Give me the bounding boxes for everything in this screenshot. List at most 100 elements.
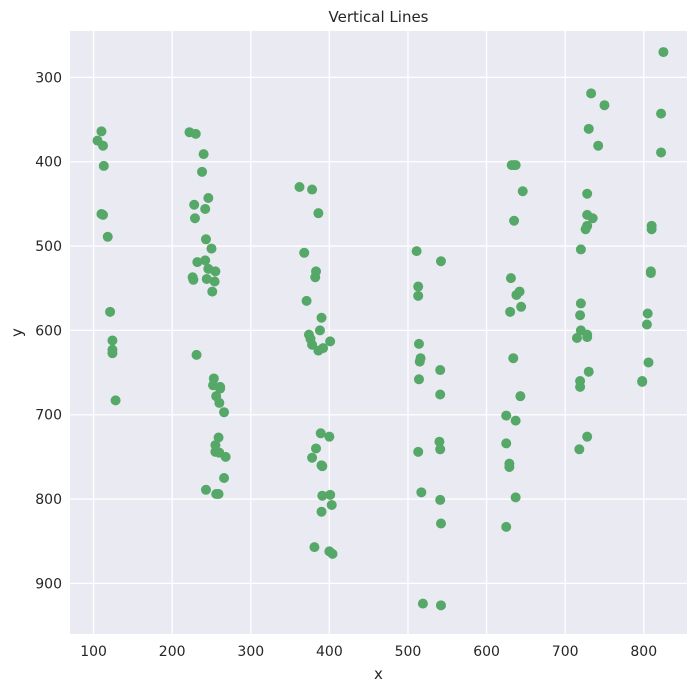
y-tick-labels: 300 400 500 600 700 800 900 bbox=[35, 70, 62, 592]
data-point bbox=[220, 451, 231, 462]
y-tick-label: 800 bbox=[35, 492, 62, 508]
data-point bbox=[510, 492, 521, 503]
data-point bbox=[575, 310, 586, 321]
data-point bbox=[324, 431, 335, 442]
y-tick-label: 400 bbox=[35, 155, 62, 171]
data-point bbox=[214, 397, 225, 408]
data-point bbox=[434, 436, 445, 447]
data-point bbox=[110, 395, 121, 406]
data-point bbox=[215, 383, 226, 394]
data-point bbox=[210, 266, 221, 277]
data-point bbox=[575, 244, 586, 255]
data-point bbox=[517, 186, 528, 197]
data-point bbox=[641, 319, 652, 330]
data-point bbox=[509, 215, 520, 226]
data-point bbox=[191, 349, 202, 360]
data-point bbox=[435, 444, 446, 455]
data-point bbox=[316, 312, 327, 323]
data-point bbox=[643, 357, 654, 368]
plot-area bbox=[70, 31, 687, 634]
data-point bbox=[658, 47, 669, 58]
data-point bbox=[294, 182, 305, 193]
data-point bbox=[435, 256, 446, 267]
data-point bbox=[213, 432, 224, 443]
x-tick-label: 100 bbox=[80, 644, 107, 660]
data-point bbox=[200, 484, 211, 495]
data-point bbox=[200, 255, 211, 266]
data-point bbox=[413, 446, 424, 457]
data-point bbox=[416, 487, 427, 498]
data-point bbox=[190, 128, 201, 139]
data-point bbox=[102, 231, 113, 242]
data-point bbox=[575, 298, 586, 309]
data-point bbox=[98, 209, 109, 220]
data-point bbox=[105, 306, 116, 317]
data-point bbox=[413, 281, 424, 292]
data-point bbox=[413, 290, 424, 301]
data-point bbox=[96, 126, 107, 137]
data-point bbox=[582, 332, 593, 343]
x-tick-label: 800 bbox=[630, 644, 657, 660]
data-point bbox=[315, 428, 326, 439]
data-point bbox=[200, 203, 211, 214]
data-point bbox=[213, 489, 224, 500]
grid bbox=[70, 31, 687, 634]
data-point bbox=[435, 518, 446, 529]
data-point bbox=[646, 224, 657, 235]
data-point bbox=[299, 247, 310, 258]
data-point bbox=[201, 273, 212, 284]
data-point bbox=[593, 140, 604, 151]
data-point bbox=[582, 188, 593, 199]
data-point bbox=[307, 184, 318, 195]
x-tick-label: 300 bbox=[237, 644, 264, 660]
data-point bbox=[571, 332, 582, 343]
x-tick-label: 400 bbox=[316, 644, 343, 660]
data-point bbox=[582, 431, 593, 442]
data-point bbox=[501, 410, 512, 421]
data-point bbox=[209, 276, 220, 287]
data-point bbox=[508, 353, 519, 364]
data-point bbox=[301, 295, 312, 306]
data-point bbox=[510, 160, 521, 171]
data-point bbox=[327, 548, 338, 559]
data-point bbox=[98, 140, 109, 151]
data-point bbox=[504, 462, 515, 473]
chart-title: Vertical Lines bbox=[329, 8, 429, 26]
data-point bbox=[501, 438, 512, 449]
data-point bbox=[314, 325, 325, 336]
y-axis-label: y bbox=[8, 328, 26, 337]
data-point bbox=[326, 499, 337, 510]
data-point bbox=[200, 234, 211, 245]
data-point bbox=[192, 257, 203, 268]
y-tick-label: 700 bbox=[35, 408, 62, 424]
x-tick-label: 600 bbox=[473, 644, 500, 660]
data-point bbox=[411, 246, 422, 257]
x-axis-label: x bbox=[374, 665, 383, 683]
data-point bbox=[575, 381, 586, 392]
data-points bbox=[92, 47, 669, 611]
data-point bbox=[189, 213, 200, 224]
data-point bbox=[515, 391, 526, 402]
data-point bbox=[189, 199, 200, 210]
x-tick-label: 200 bbox=[159, 644, 186, 660]
data-point bbox=[580, 224, 591, 235]
y-tick-label: 500 bbox=[35, 239, 62, 255]
data-point bbox=[501, 521, 512, 532]
data-point bbox=[505, 306, 516, 317]
data-point bbox=[510, 415, 521, 426]
data-point bbox=[413, 338, 424, 349]
data-point bbox=[188, 274, 199, 285]
data-point bbox=[307, 339, 318, 350]
data-point bbox=[325, 489, 336, 500]
data-point bbox=[313, 208, 324, 219]
data-point bbox=[107, 335, 118, 346]
data-point bbox=[656, 108, 667, 119]
data-point bbox=[642, 308, 653, 319]
data-point bbox=[414, 356, 425, 367]
data-point bbox=[317, 461, 328, 472]
data-point bbox=[316, 506, 327, 517]
x-tick-label: 700 bbox=[552, 644, 579, 660]
data-point bbox=[587, 213, 598, 224]
data-point bbox=[203, 192, 214, 203]
